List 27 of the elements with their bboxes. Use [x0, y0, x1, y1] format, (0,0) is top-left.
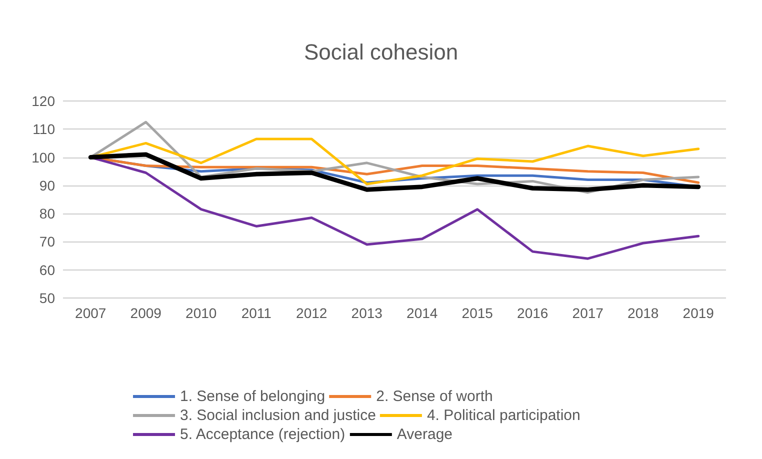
x-tick-label: 2011: [241, 305, 272, 321]
x-tick-label: 2007: [75, 305, 106, 321]
y-tick-label: 90: [39, 177, 56, 194]
x-tick-label: 2016: [517, 305, 548, 321]
y-tick-label: 70: [39, 234, 56, 250]
legend-label: 3. Social inclusion and justice: [180, 407, 376, 424]
y-tick-label: 80: [39, 206, 56, 222]
x-tick-label: 2012: [296, 305, 328, 321]
x-tick-label: 2017: [572, 305, 604, 321]
legend-label: 5. Acceptance (rejection): [180, 426, 346, 443]
y-tick-label: 120: [32, 93, 56, 109]
x-tick-label: 2010: [186, 305, 217, 321]
legend-label: 2. Sense of worth: [376, 388, 493, 405]
y-tick-label: 60: [39, 262, 56, 278]
y-tick-label: 110: [32, 121, 56, 138]
x-tick-label: 2019: [682, 305, 714, 321]
y-tick-label: 50: [39, 290, 56, 306]
x-tick-label: 2015: [462, 305, 494, 321]
chart-title: Social cohesion: [304, 40, 458, 64]
legend-label: 1. Sense of belonging: [180, 388, 326, 405]
x-tick-label: 2014: [406, 305, 438, 321]
legend-label: 4. Political participation: [426, 407, 580, 424]
x-tick-label: 2018: [628, 305, 659, 321]
x-tick-label: 2013: [351, 305, 383, 321]
y-tick-label: 100: [32, 149, 56, 166]
legend-label: Average: [396, 426, 453, 443]
x-tick-label: 2009: [130, 305, 162, 321]
